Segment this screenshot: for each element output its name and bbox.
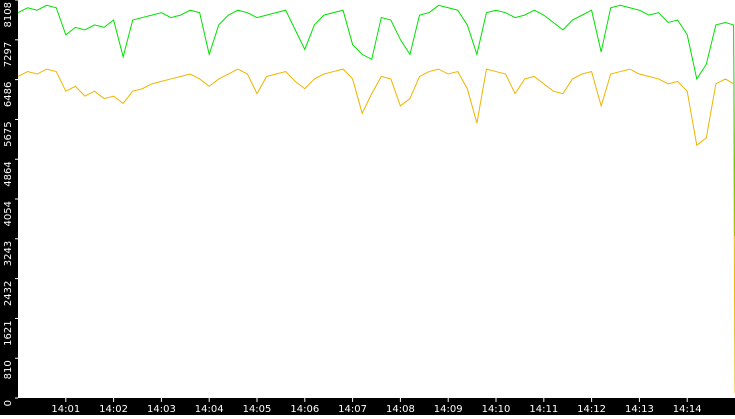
y-tick-label: 810 <box>3 360 14 379</box>
x-tick-label: 14:13 <box>625 404 654 415</box>
x-tick-label: 14:09 <box>434 404 463 415</box>
x-axis-band <box>0 398 735 415</box>
x-tick-label: 14:14 <box>673 404 702 415</box>
y-tick-label: 4864 <box>3 161 14 186</box>
y-tick-label: 7297 <box>3 42 14 67</box>
x-tick-label: 14:02 <box>99 404 128 415</box>
y-tick-label: 1621 <box>3 320 14 345</box>
y-tick-label: 8108 <box>3 2 14 27</box>
x-tick-label: 14:10 <box>482 404 511 415</box>
y-axis-band <box>0 0 18 415</box>
x-tick-label: 14:03 <box>147 404 176 415</box>
y-tick-label: 0 <box>3 400 14 406</box>
y-tick-label: 6486 <box>3 82 14 107</box>
y-tick-label: 2432 <box>3 281 14 306</box>
x-tick-label: 14:06 <box>290 404 319 415</box>
x-tick-label: 14:11 <box>529 404 558 415</box>
x-tick-label: 14:08 <box>386 404 415 415</box>
x-tick-label: 14:01 <box>51 404 80 415</box>
x-tick-label: 14:07 <box>338 404 367 415</box>
x-tick-label: 14:05 <box>243 404 272 415</box>
y-tick-label: 3243 <box>3 241 14 266</box>
x-tick-label: 14:12 <box>577 404 606 415</box>
series-line <box>17 4 735 237</box>
y-tick-label: 4054 <box>3 201 14 226</box>
x-tick-label: 14:04 <box>195 404 224 415</box>
y-tick-label: 5675 <box>3 121 14 146</box>
series-line <box>17 68 735 394</box>
